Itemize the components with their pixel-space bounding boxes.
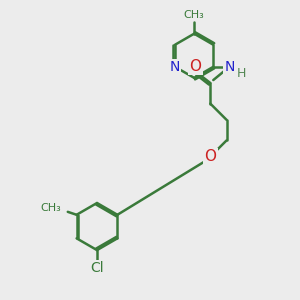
Text: CH₃: CH₃ <box>40 203 61 213</box>
Text: N: N <box>224 60 235 74</box>
Text: N: N <box>170 60 180 74</box>
Text: H: H <box>237 67 247 80</box>
Text: O: O <box>204 149 216 164</box>
Text: Cl: Cl <box>90 261 104 275</box>
Text: O: O <box>190 59 202 74</box>
Text: CH₃: CH₃ <box>184 10 205 20</box>
